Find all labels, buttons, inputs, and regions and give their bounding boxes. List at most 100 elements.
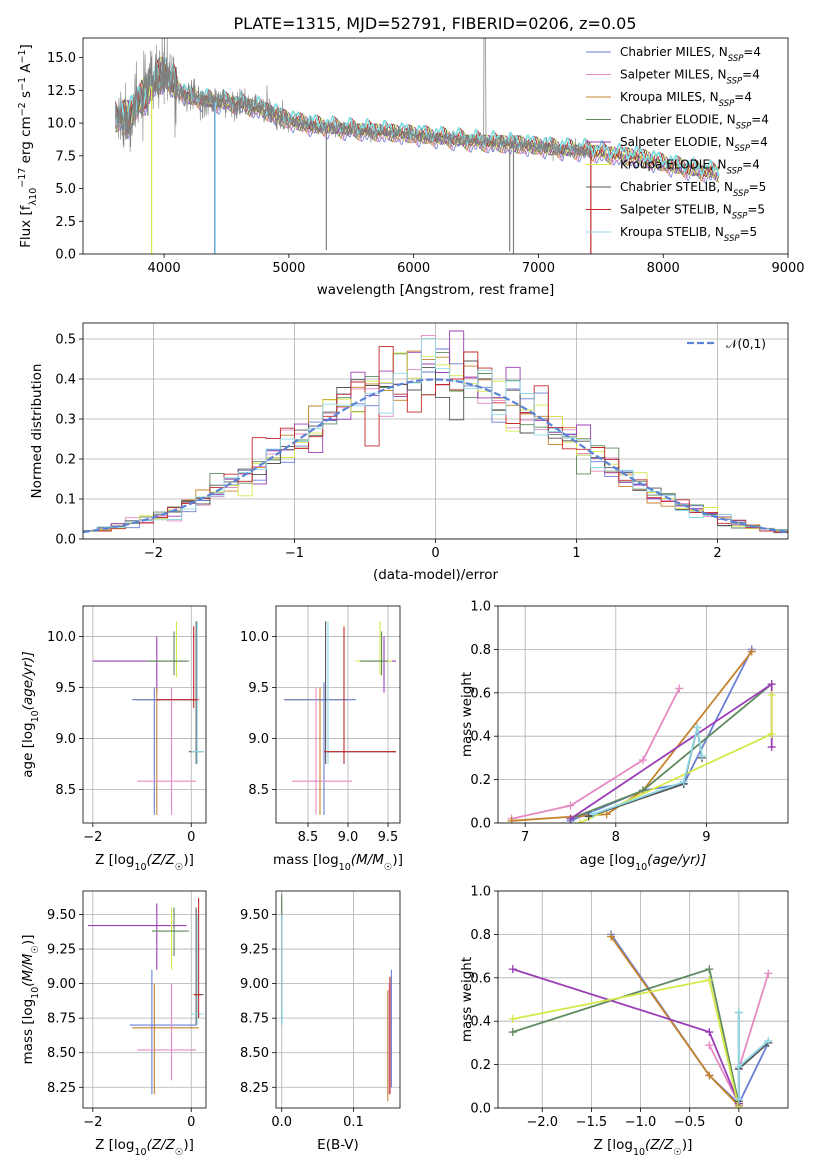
weight-line-1 — [511, 688, 681, 820]
weight-marker — [747, 647, 756, 656]
x-tick-label: 2 — [713, 546, 721, 561]
y-axis-label: mass [log10(M/M☉)] — [20, 935, 41, 1065]
figure-title: PLATE=1315, MJD=52791, FIBERID=0206, z=0… — [233, 14, 636, 33]
y-tick-label: 0.2 — [470, 773, 491, 788]
weight-line-5 — [512, 978, 740, 1108]
y-tick-label: 0.6 — [470, 971, 491, 986]
halpha-emission — [483, 38, 487, 143]
weight-marker — [734, 1008, 743, 1017]
y-tick-label: 0.0 — [55, 248, 76, 263]
y-tick-label: 9.0 — [55, 732, 76, 747]
x-tick-label: 9000 — [771, 261, 804, 276]
x-axis-label: mass [log10(M/M☉)] — [273, 852, 403, 873]
axes-frame — [82, 890, 207, 1109]
y-tick-label: 0.4 — [470, 730, 491, 745]
x-tick-label: 7000 — [522, 261, 555, 276]
y-axis-label: mass weight — [459, 672, 475, 757]
axes-frame — [275, 890, 401, 1109]
y-axis-label: mass weight — [459, 957, 475, 1042]
residual-histogram-6 — [83, 360, 788, 532]
x-tick-label: 8.5 — [298, 830, 319, 845]
weight-marker — [697, 751, 706, 760]
model-spectrum-8 — [114, 57, 720, 177]
y-tick-label: 9.00 — [47, 977, 76, 992]
legend-entry: Salpeter MILES, NSSP=4 — [620, 68, 760, 87]
y-tick-label: 8.75 — [47, 1012, 76, 1027]
y-tick-label: 8.25 — [47, 1081, 76, 1096]
y-tick-label: 8.5 — [248, 783, 269, 798]
y-tick-label: 7.5 — [55, 149, 76, 164]
weight-marker — [675, 684, 684, 693]
weight-line-8 — [737, 1012, 769, 1100]
y-tick-label: 0.4 — [470, 1015, 491, 1030]
x-tick-label: −2 — [83, 830, 102, 845]
x-tick-label: 9.0 — [338, 830, 359, 845]
axes-age_vs_mass: 8.5 9.0 9.5 8.5 9.0 9.5 10.0 mass [log10(M/M☉)] — [240, 605, 403, 873]
weight-marker — [566, 801, 575, 810]
axes-frame — [497, 605, 789, 824]
x-tick-label: −0.5 — [674, 1115, 706, 1130]
y-tick-label: 10.0 — [47, 117, 76, 132]
weight-marker — [767, 690, 776, 699]
weight-marker — [508, 1015, 517, 1024]
weight-marker — [607, 932, 616, 941]
weight-marker — [679, 777, 688, 786]
x-tick-label: −1 — [285, 546, 304, 561]
weight-marker — [705, 1071, 714, 1080]
x-tick-label: −2 — [83, 1115, 102, 1130]
y-tick-label: 1.0 — [470, 885, 491, 900]
axes-frame — [497, 890, 789, 1109]
y-tick-label: 8.5 — [55, 783, 76, 798]
y-tick-label: 0.0 — [470, 1102, 491, 1117]
legend-entry: Kroupa ELODIE, NSSP=4 — [620, 158, 760, 177]
y-axis-label: age [log10(age/yr)] — [20, 651, 41, 777]
weight-line-4 — [512, 968, 740, 1105]
plot-area — [92, 621, 204, 815]
axes-mass_vs_ebv: 0.0 0.1 8.25 8.50 8.75 9.00 9.25 9.50 E(B-V) — [240, 890, 401, 1153]
y-tick-label: 9.50 — [240, 908, 269, 923]
plot-area — [87, 897, 204, 1095]
y-tick-label: 10.0 — [47, 630, 76, 645]
x-axis-label: Z [log10(Z/Z☉)] — [594, 1137, 693, 1158]
y-tick-label: 12.5 — [47, 84, 76, 99]
x-tick-label: 0.0 — [271, 1115, 292, 1130]
axes-frame — [82, 37, 789, 255]
x-tick-label: 1 — [572, 546, 580, 561]
y-tick-label: 9.00 — [240, 977, 269, 992]
x-tick-label: −2 — [144, 546, 163, 561]
x-tick-label: 0.1 — [343, 1115, 364, 1130]
weight-marker — [764, 969, 773, 978]
weight-marker — [734, 1095, 743, 1104]
weight-marker — [508, 1028, 517, 1037]
plot-area — [508, 930, 773, 1108]
axes-weight_vs_age: 7 8 9 0.0 0.2 0.4 0.6 0.8 1.0 age [log10(age/yr)]… — [459, 600, 789, 873]
normal-curve — [83, 378, 788, 534]
y-tick-label: 9.25 — [47, 943, 76, 958]
x-axis-label: E(B-V) — [317, 1137, 359, 1153]
legend-entry: Salpeter STELIB, NSSP=5 — [620, 203, 765, 222]
y-tick-label: 8.25 — [240, 1081, 269, 1096]
weight-marker — [584, 812, 593, 821]
weight-marker — [575, 819, 584, 823]
y-tick-label: 8.50 — [240, 1046, 269, 1061]
y-tick-label: 0.8 — [470, 928, 491, 943]
x-tick-label: −2.0 — [526, 1115, 558, 1130]
y-axis-label: Normed distribution — [29, 364, 45, 499]
plot-area — [83, 330, 788, 534]
y-tick-label: 9.0 — [248, 732, 269, 747]
y-tick-label: 0.3 — [55, 413, 76, 428]
axes-weight_vs_Z: −2.0 −1.5 −1.0 −0.5 0 0.0 0.2 0.4 0.6 0.8 1.0 Z [lo… — [459, 885, 789, 1158]
weight-marker — [764, 1036, 773, 1045]
plot-area — [114, 38, 720, 254]
legend-entry: 𝒩(0,1) — [726, 337, 766, 351]
y-tick-label: 0.4 — [55, 373, 76, 388]
x-tick-label: 5000 — [272, 261, 305, 276]
weight-marker — [705, 1041, 714, 1050]
y-tick-label: 15.0 — [47, 51, 76, 66]
weight-marker — [508, 965, 517, 974]
weight-marker — [705, 975, 714, 984]
axes-frame — [82, 605, 207, 824]
x-axis-label: Z [log10(Z/Z☉)] — [95, 1137, 194, 1158]
y-tick-label: 0.2 — [470, 1058, 491, 1073]
